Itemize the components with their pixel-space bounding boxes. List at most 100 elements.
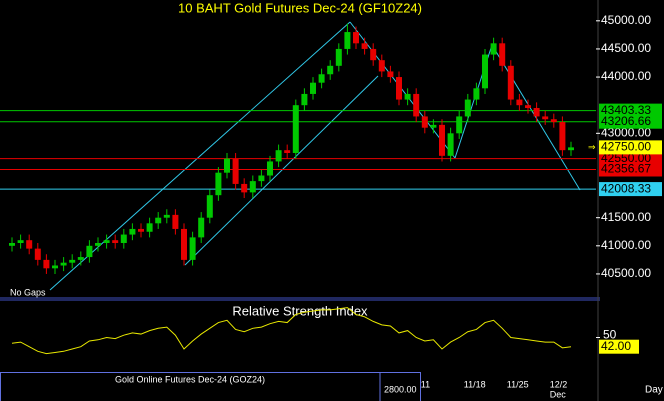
candle-body	[473, 88, 480, 100]
x-tick-label: 11	[421, 379, 430, 389]
y-tick-label: 45000.00	[601, 13, 651, 27]
price-label-box	[599, 114, 662, 129]
candle-body	[189, 237, 196, 260]
x-tick-label: 12/2	[550, 379, 568, 389]
rsi-line	[11, 307, 572, 355]
candle-body	[525, 105, 531, 108]
candle-body	[292, 105, 299, 153]
candle-body	[421, 116, 428, 128]
price-label: 42356.67	[601, 162, 651, 176]
price-label: 43403.33	[601, 103, 651, 117]
candle-body	[120, 234, 127, 243]
candle-body	[52, 265, 58, 269]
price-label-box	[599, 162, 662, 177]
candle-body	[26, 240, 33, 249]
inset-tick: 2800.00	[384, 384, 417, 394]
candle-body	[181, 228, 187, 260]
candle-body	[9, 243, 15, 246]
x-tick-label: 11/25	[507, 379, 529, 389]
gap-note: No Gaps	[10, 287, 46, 297]
y-tick-label: 43000.00	[601, 125, 651, 139]
candle-body	[43, 259, 50, 269]
candle-body	[249, 181, 256, 193]
price-label-box	[599, 151, 662, 166]
candle-body	[34, 248, 41, 260]
rsi-label-box	[599, 339, 639, 354]
candle-body	[155, 217, 162, 224]
y-tick-label: 40500.00	[601, 266, 651, 280]
candle-body	[378, 60, 385, 72]
candle-body	[482, 54, 488, 89]
candle-body	[60, 262, 67, 266]
candle-body	[163, 214, 170, 218]
candle-body	[439, 124, 445, 156]
candle-body	[533, 108, 540, 117]
candle-body	[112, 240, 119, 243]
candle-body	[77, 257, 84, 260]
candle-body	[404, 93, 411, 100]
candle-body	[17, 240, 24, 243]
candle-body	[215, 172, 222, 196]
candle-body	[370, 48, 377, 61]
candle-body	[353, 32, 359, 44]
candle-body	[275, 150, 282, 162]
candle-body	[69, 259, 76, 263]
candle-body	[344, 32, 351, 49]
candle-body	[86, 245, 93, 258]
price-label: 42750.00	[601, 140, 651, 154]
chart-title: 10 BAHT Gold Futures Dec-24 (GF10Z24)	[178, 0, 422, 15]
candle-body	[499, 43, 506, 66]
y-tick-label: 50	[603, 328, 617, 342]
candle-body	[507, 65, 514, 100]
rsi-title: Relative Strength Index	[232, 303, 368, 318]
candle-body	[335, 48, 342, 66]
price-label-box	[599, 140, 662, 155]
x-tick-label: 11/18	[464, 379, 486, 389]
y-tick-label: 41500.00	[601, 210, 651, 224]
price-label: 43206.66	[601, 114, 651, 128]
candle-body	[103, 240, 110, 243]
rsi-label: 42.00	[601, 339, 631, 353]
candle-body	[396, 77, 402, 100]
inset-title: Gold Online Futures Dec-24 (GOZ24)	[115, 374, 265, 384]
candle-body	[413, 93, 420, 117]
candle-body	[542, 116, 549, 120]
candle-body	[550, 119, 557, 123]
candle-body	[430, 124, 437, 128]
candle-body	[241, 183, 248, 193]
candle-body	[310, 82, 316, 94]
y-tick-label: 44500.00	[601, 41, 651, 55]
candle-body	[267, 161, 273, 176]
candle-body	[464, 99, 471, 117]
candle-body	[447, 133, 454, 156]
trend-line	[184, 75, 379, 266]
candle-body	[95, 243, 101, 246]
period-label[interactable]: Day	[645, 385, 663, 396]
current-arrow: ⇒	[588, 142, 596, 152]
candle-body	[172, 214, 179, 229]
trend-line	[491, 44, 581, 191]
price-label-box	[599, 182, 662, 197]
y-tick-label: 44000.00	[601, 69, 651, 83]
candle-body	[206, 195, 213, 218]
candle-body	[284, 150, 291, 153]
y-tick-label: 41000.00	[601, 238, 651, 252]
price-label-box	[599, 103, 662, 118]
candle-body	[258, 175, 265, 182]
candle-body	[490, 43, 497, 55]
candle-body	[327, 65, 334, 75]
candle-body	[301, 93, 308, 106]
candle-body	[516, 99, 523, 106]
inset-window	[0, 372, 421, 401]
candle-body	[361, 43, 368, 49]
candle-body	[224, 158, 230, 173]
candle-body	[129, 228, 136, 235]
candle-body	[318, 74, 325, 83]
candle-body	[387, 71, 394, 78]
candle-body	[456, 116, 463, 134]
price-label: 42008.33	[601, 181, 651, 195]
month-label: Dec	[550, 389, 567, 399]
candle-body	[568, 147, 574, 151]
